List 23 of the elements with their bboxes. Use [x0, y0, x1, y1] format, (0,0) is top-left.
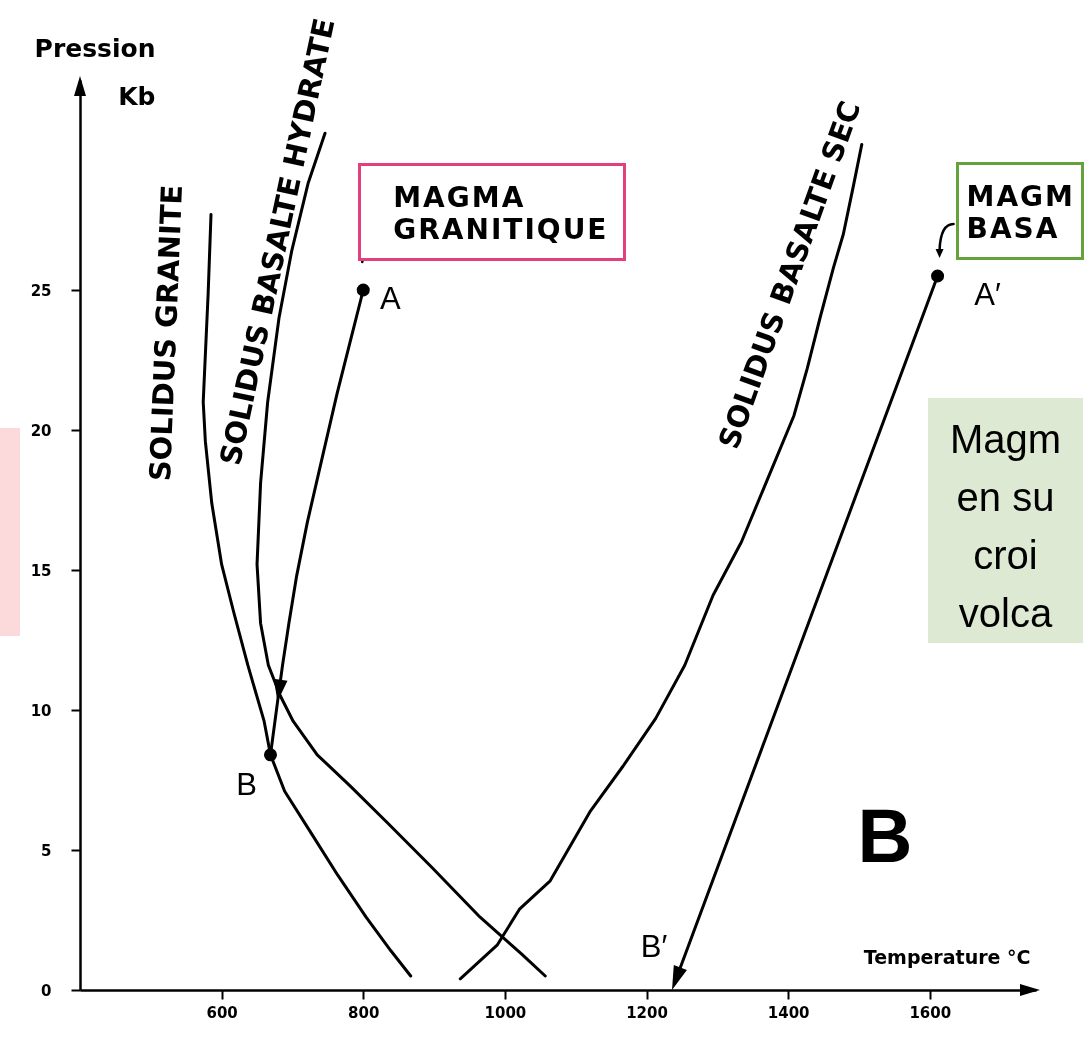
y-tick-label: 15 [30, 561, 52, 580]
y-tick-label: 25 [30, 281, 52, 300]
x-tick-label: 1000 [484, 1003, 527, 1022]
text: SOLIDUS GRANITE [142, 184, 190, 482]
annotation: B′ [640, 929, 668, 964]
annotation: B [857, 793, 913, 878]
x-tick-label: 1600 [909, 1003, 952, 1022]
annotation: B [236, 766, 257, 802]
annotation: Magm en su croi volca [928, 398, 1083, 643]
y-axis-title: Pression Kb [34, 33, 156, 111]
x-axis-title: Temperature °C [863, 945, 1031, 968]
x-tick-label: 1200 [626, 1003, 668, 1022]
annotation: MAGM BASA [955, 162, 1084, 260]
y-tick-label: 5 [41, 841, 52, 860]
annotation: MAGMA GRANITIQUE [358, 163, 626, 261]
x-tick-label: 800 [348, 1003, 380, 1022]
x-tick-label: 600 [206, 1003, 238, 1022]
y-tick-label: 0 [41, 981, 52, 1000]
x-tick-label: 1400 [767, 1003, 810, 1022]
y-tick-label: 10 [30, 701, 52, 720]
y-tick-label: 20 [30, 421, 52, 440]
annotation: A′ [974, 277, 1001, 312]
annotation: A [379, 281, 401, 316]
